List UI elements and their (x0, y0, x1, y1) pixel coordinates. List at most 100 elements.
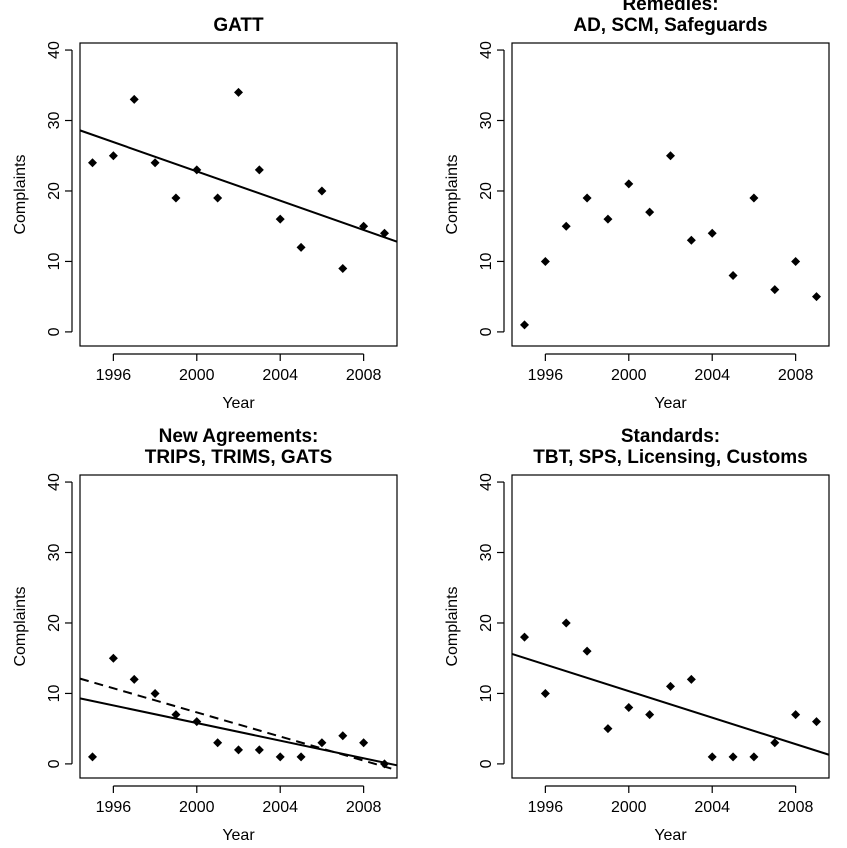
data-point (770, 285, 780, 295)
data-point (213, 193, 223, 203)
y-tick-label: 0 (478, 759, 495, 768)
x-tick-label: 2000 (179, 367, 215, 384)
data-point (749, 193, 759, 203)
data-point (379, 759, 389, 769)
y-tick-label: 40 (46, 473, 63, 491)
y-tick-label: 10 (478, 684, 495, 702)
plot-frame (79, 474, 398, 779)
y-tick-label: 20 (46, 614, 63, 632)
data-point (192, 165, 202, 175)
y-tick-label: 30 (46, 112, 63, 130)
x-tick-label: 1996 (528, 367, 564, 384)
x-axis-label: Year (222, 395, 255, 412)
data-point (645, 710, 655, 720)
data-point (728, 271, 738, 281)
data-point (129, 94, 139, 104)
x-tick-label: 2008 (778, 367, 814, 384)
chart-title-line: New Agreements: (159, 426, 319, 447)
chart-title-line: Remedies: (622, 0, 718, 15)
data-point (582, 193, 592, 203)
fit-line-dashed (79, 677, 398, 772)
data-point (359, 738, 369, 748)
y-axis-label: Complaints (12, 586, 29, 666)
x-axis-label: Year (654, 395, 687, 412)
data-point (603, 214, 613, 224)
data-point (317, 738, 327, 748)
y-tick-label: 30 (478, 544, 495, 562)
data-point (171, 193, 181, 203)
x-tick-label: 2008 (346, 367, 382, 384)
x-tick-label: 2008 (346, 799, 382, 816)
data-point (317, 186, 327, 196)
data-point (192, 717, 202, 727)
x-tick-label: 2004 (694, 799, 730, 816)
chart-title-line: GATT (213, 15, 264, 36)
x-axis-label: Year (654, 827, 687, 843)
data-point (379, 228, 389, 238)
data-point (791, 256, 801, 266)
y-tick-label: 0 (46, 759, 63, 768)
x-tick-label: 1996 (96, 799, 132, 816)
data-point (791, 710, 801, 720)
data-point (171, 710, 181, 720)
x-tick-label: 1996 (96, 367, 132, 384)
data-point (234, 745, 243, 755)
data-point (540, 688, 550, 698)
plot-frame (79, 42, 398, 347)
y-tick-label: 20 (46, 182, 63, 200)
y-tick-label: 10 (46, 684, 63, 702)
x-axis-label: Year (222, 827, 255, 843)
data-point (213, 738, 223, 748)
data-point (582, 646, 592, 656)
data-point (150, 688, 160, 698)
fit-line-solid (79, 129, 398, 243)
y-tick-label: 40 (478, 41, 495, 59)
fit-line-solid (79, 697, 398, 767)
data-point (624, 179, 634, 189)
y-tick-label: 10 (46, 252, 63, 270)
chart-panel-1: GATT 1996 2000 2004 2008 Year 0 10 20 30 40 Complai… (12, 15, 398, 412)
data-point (254, 745, 264, 755)
data-point (275, 214, 285, 224)
data-point (338, 263, 348, 273)
y-tick-label: 0 (46, 327, 63, 336)
plot-frame (511, 474, 830, 779)
data-point (150, 158, 160, 168)
data-point (338, 731, 348, 741)
data-point (624, 703, 634, 713)
data-point (520, 320, 530, 330)
y-axis-label: Complaints (12, 154, 29, 234)
x-tick-label: 2000 (179, 799, 215, 816)
data-point (728, 752, 738, 762)
y-axis-label: Complaints (444, 154, 461, 234)
chart-title-line: TRIPS, TRIMS, GATS (145, 447, 333, 468)
y-axis-label: Complaints (444, 586, 461, 666)
x-tick-label: 2008 (778, 799, 814, 816)
data-point (254, 165, 264, 175)
x-tick-label: 2004 (694, 367, 730, 384)
data-point (296, 752, 306, 762)
data-point (770, 738, 780, 748)
data-point (749, 752, 759, 762)
data-point (603, 724, 613, 734)
y-tick-label: 20 (478, 614, 495, 632)
data-point (296, 242, 306, 252)
y-tick-label: 40 (478, 473, 495, 491)
chart-panel-4: Standards:TBT, SPS, Licensing, Customs 19… (444, 426, 830, 844)
chart-title-line: AD, SCM, Safeguards (573, 15, 767, 36)
data-point (520, 632, 530, 642)
data-point (686, 674, 696, 684)
data-point (234, 87, 243, 97)
data-point (666, 681, 675, 691)
data-point (88, 158, 98, 168)
y-tick-label: 30 (46, 544, 63, 562)
data-point (645, 207, 655, 217)
y-tick-label: 20 (478, 182, 495, 200)
data-point (561, 618, 571, 628)
data-point (108, 653, 118, 663)
chart-title-line: TBT, SPS, Licensing, Customs (533, 447, 808, 468)
data-point (108, 151, 118, 161)
